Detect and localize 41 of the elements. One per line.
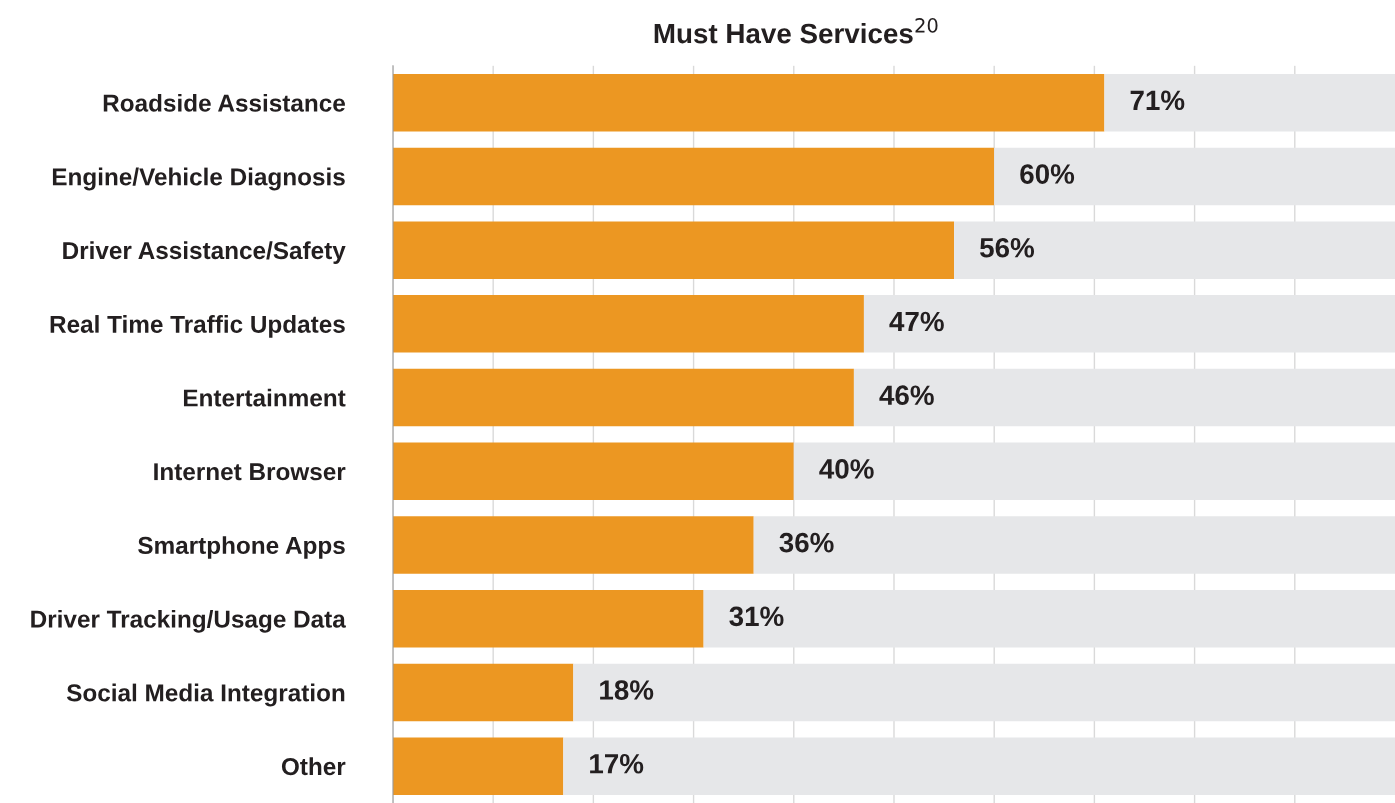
bar [753,516,1395,574]
y-tick-label: Smartphone Apps [138,536,345,559]
y-tick-label: Social Media Integration [66,683,345,707]
data-label: 36% [779,532,834,553]
bar [392,368,854,427]
bar [392,147,995,206]
data-label: 47% [889,311,944,332]
bar [392,73,1105,132]
data-label: 56% [980,237,1035,258]
chart-title: Must Have Services$^{20}$ [654,18,938,44]
bar [1104,73,1395,132]
bar [392,589,704,648]
y-tick-label: Engine/Vehicle Diagnosis [52,167,345,191]
bar [392,737,564,795]
bar [392,221,955,279]
y-tick-label: Driver Assistance/Safety [63,241,346,264]
data-label: 60% [1020,164,1075,184]
bar [994,147,1395,206]
bar [392,516,754,574]
bar [703,589,1395,648]
bar [392,442,794,501]
data-label: 18% [600,680,654,700]
data-label: 46% [879,385,934,406]
y-tick-label: Driver Tracking/Usage Data [31,609,346,633]
y-tick-label: Other [281,757,346,776]
data-label: 17% [590,754,644,774]
bar [863,295,1395,353]
y-tick-label: Roadside Assistance [103,93,345,112]
data-label: 31% [729,606,784,627]
bar [392,663,574,722]
bar [392,295,864,353]
bar [573,663,1395,722]
bar [793,442,1395,501]
y-tick-label: Real Time Traffic Updates [50,315,345,338]
data-label: 40% [819,459,874,479]
bar [853,368,1395,427]
bar [563,737,1395,795]
data-label: 71% [1130,90,1185,111]
y-tick-label: Internet Browser [154,463,346,481]
bar [954,221,1395,279]
y-tick-label: Entertainment [183,388,346,407]
